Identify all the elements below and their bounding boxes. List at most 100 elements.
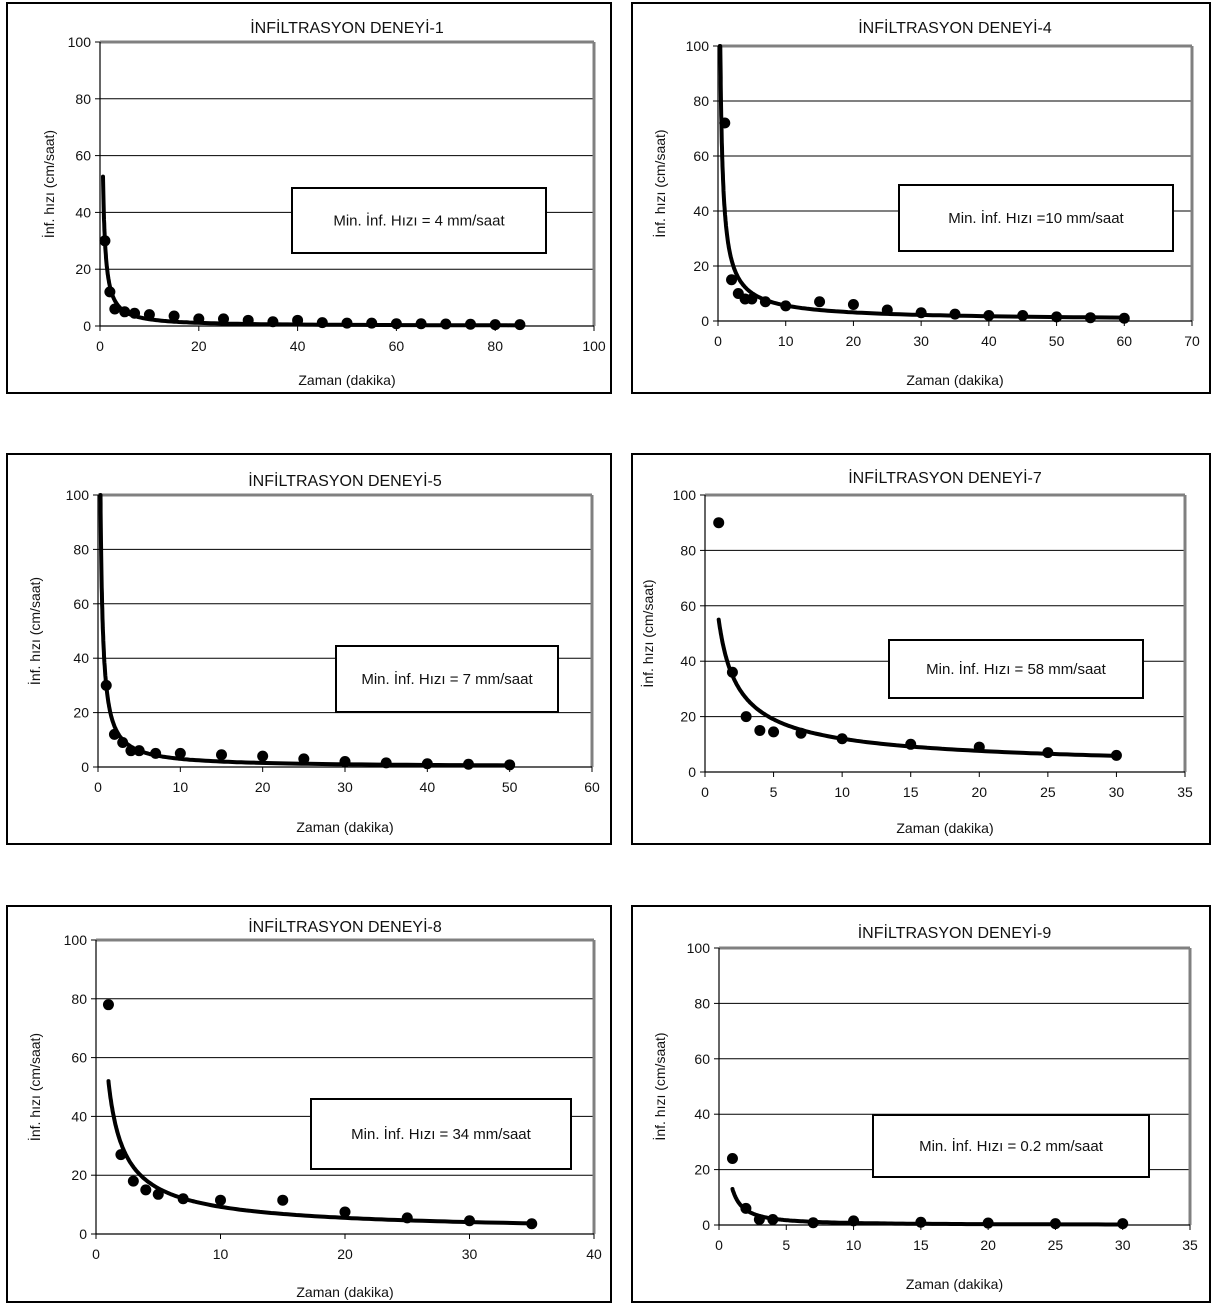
data-point: [125, 745, 137, 757]
data-point: [982, 1217, 994, 1229]
annotation-box: [888, 639, 1144, 699]
y-axis-label: İnf. hızı (cm/saat): [651, 1032, 668, 1140]
chart-panel-8: İNFİLTRASYON DENEYİ-8 0 20 40 60 80 100 0 10 20 30…: [6, 905, 612, 1303]
data-point: [905, 738, 917, 750]
data-point: [795, 727, 807, 739]
y-tick-label: 40: [73, 650, 89, 666]
data-point: [193, 313, 205, 325]
data-point: [401, 1212, 413, 1224]
chart-title: İNFİLTRASYON DENEYİ-9: [858, 923, 1052, 942]
annotation-box: [898, 184, 1174, 252]
data-point: [814, 296, 826, 308]
chart-svg: İNFİLTRASYON DENEYİ-5 0 20 40 60 80 100 0 10 20 30…: [26, 471, 600, 835]
x-tick-label: 80: [487, 338, 503, 354]
data-point: [292, 314, 304, 326]
x-tick-label: 70: [1184, 333, 1200, 349]
x-tick-label: 10: [173, 779, 189, 795]
data-point: [848, 1215, 860, 1227]
y-tick-label: 20: [71, 1167, 87, 1183]
x-tick-label: 30: [913, 333, 929, 349]
y-tick-label: 20: [693, 258, 709, 274]
y-tick-label: 100: [68, 34, 92, 50]
chart-panel-4: İNFİLTRASYON DENEYİ-4 0 20 40 60 80 100 0 10 20 30…: [631, 2, 1211, 394]
chart-title: İNFİLTRASYON DENEYİ-5: [248, 471, 442, 490]
data-point: [150, 747, 162, 759]
chart-svg: İNFİLTRASYON DENEYİ-1 0 20 40 60 80 100 0 20 40 60…: [40, 18, 606, 388]
y-tick-label: 40: [680, 653, 696, 669]
chart-svg: İNFİLTRASYON DENEYİ-7 0 20 40 60 80 100 0 5 10 15 2…: [639, 468, 1193, 836]
data-point: [177, 1193, 189, 1205]
data-point: [380, 757, 392, 769]
data-point: [1051, 311, 1063, 323]
chart-panel-1: İNFİLTRASYON DENEYİ-1 0 20 40 60 80 100 0 20 40 60…: [6, 2, 612, 394]
data-point: [1110, 749, 1122, 761]
x-tick-label: 20: [971, 784, 987, 800]
data-point: [767, 1213, 779, 1225]
data-point: [780, 300, 792, 312]
x-tick-label: 20: [191, 338, 207, 354]
x-tick-label: 15: [913, 1237, 929, 1253]
x-tick-label: 10: [834, 784, 850, 800]
data-point: [421, 758, 433, 770]
y-tick-label: 20: [73, 705, 89, 721]
x-tick-label: 30: [337, 779, 353, 795]
data-point: [504, 759, 516, 771]
data-point: [463, 758, 474, 770]
x-tick-label: 40: [290, 338, 306, 354]
y-tick-label: 100: [687, 940, 711, 956]
x-tick-label: 5: [770, 784, 778, 800]
y-tick-label: 0: [688, 764, 696, 780]
y-tick-label: 80: [693, 93, 709, 109]
x-tick-label: 0: [714, 333, 722, 349]
data-point: [740, 1202, 752, 1214]
x-tick-label: 60: [584, 779, 600, 795]
data-point: [152, 1188, 164, 1200]
data-point: [514, 319, 526, 331]
data-point: [1117, 1218, 1129, 1230]
y-tick-label: 100: [673, 487, 697, 503]
x-axis-label: Zaman (dakika): [296, 819, 393, 835]
x-tick-label: 40: [586, 1246, 602, 1262]
x-axis-label: Zaman (dakika): [906, 1276, 1003, 1292]
x-tick-label: 10: [778, 333, 794, 349]
data-point: [464, 1215, 475, 1227]
data-point: [713, 517, 725, 529]
data-point: [726, 1153, 738, 1165]
x-tick-label: 25: [1040, 784, 1056, 800]
data-point: [339, 1206, 351, 1218]
data-point: [847, 299, 859, 310]
chart-panel-9: İNFİLTRASYON DENEYİ-9 0 20 40 60 80 100 0 5 10 15 2…: [631, 905, 1211, 1303]
y-axis-label: İnf. hızı (cm/saat): [40, 130, 57, 238]
data-point: [1084, 312, 1096, 324]
data-point: [104, 286, 116, 298]
data-point: [1118, 312, 1130, 324]
data-point: [807, 1217, 819, 1229]
y-tick-label: 40: [694, 1106, 710, 1122]
x-tick-label: 60: [389, 338, 405, 354]
data-point: [143, 309, 155, 321]
annotation-box: [291, 187, 547, 254]
y-tick-label: 40: [693, 203, 709, 219]
x-tick-label: 30: [462, 1246, 478, 1262]
chart-panel-7: İNFİLTRASYON DENEYİ-7 0 20 40 60 80 100 0 5 10 15 2…: [631, 453, 1211, 845]
y-tick-label: 60: [680, 598, 696, 614]
y-tick-label: 0: [83, 318, 91, 334]
annotation-text: Min. İnf. Hızı =10 mm/saat: [948, 209, 1124, 227]
annotation-box: [310, 1098, 572, 1170]
x-axis-label: Zaman (dakika): [906, 372, 1003, 388]
x-tick-label: 30: [1115, 1237, 1131, 1253]
x-tick-label: 30: [1109, 784, 1125, 800]
data-point: [949, 308, 961, 320]
data-point: [277, 1194, 289, 1206]
y-tick-label: 100: [66, 487, 90, 503]
data-point: [740, 711, 752, 723]
data-point: [218, 313, 229, 325]
y-tick-label: 100: [64, 932, 88, 948]
x-tick-label: 0: [92, 1246, 100, 1262]
data-point: [215, 1194, 226, 1206]
data-point: [109, 303, 121, 315]
chart-panel-5: İNFİLTRASYON DENEYİ-5 0 20 40 60 80 100 0 10 20 30…: [6, 453, 612, 845]
data-point: [836, 733, 848, 745]
data-point: [915, 1216, 927, 1228]
y-tick-label: 60: [71, 1050, 87, 1066]
